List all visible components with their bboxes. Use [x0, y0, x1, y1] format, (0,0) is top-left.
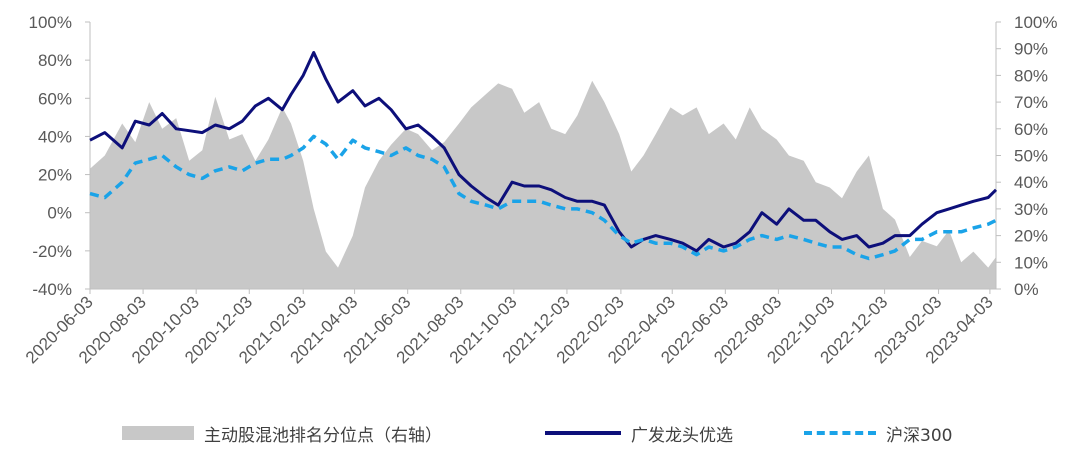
legend: 主动股混池排名分位点（右轴） 广发龙头优选 沪深300 — [0, 418, 1080, 448]
legend-item-csi300: 沪深300 — [804, 418, 952, 448]
left-tick-label: 20% — [38, 166, 72, 185]
right-tick-label: 20% — [1014, 227, 1048, 246]
legend-item-rank-percentile: 主动股混池排名分位点（右轴） — [122, 418, 442, 448]
right-tick-label: 30% — [1014, 200, 1048, 219]
series-line-csi300 — [89, 134, 997, 261]
left-tick-label: 100% — [29, 13, 72, 32]
legend-label: 沪深300 — [886, 425, 953, 446]
right-tick-label: 50% — [1014, 147, 1048, 166]
right-tick-label: 90% — [1014, 40, 1048, 59]
legend-swatch-line — [545, 431, 621, 435]
right-axis-ticks: 100% 90% 80% 70% 60% 50% 40% 30% 20% 10% 0% — [996, 13, 1057, 299]
legend-swatch-dashed — [804, 431, 876, 435]
line-layer — [89, 51, 998, 261]
right-tick-label: 10% — [1014, 253, 1048, 272]
right-tick-label: 80% — [1014, 66, 1048, 85]
left-tick-label: 0% — [47, 204, 72, 223]
left-axis-ticks: 100% 80% 60% 40% 20% 0% -20% -40% — [29, 13, 90, 299]
legend-swatch-area — [122, 426, 194, 440]
series-area-rank-percentile — [90, 80, 996, 289]
right-tick-label: 70% — [1014, 93, 1048, 112]
left-tick-label: -40% — [32, 280, 72, 299]
left-tick-label: 80% — [38, 51, 72, 70]
x-axis-ticks: 2020-06-032020-08-032020-10-032020-12-03… — [22, 289, 997, 367]
left-tick-label: 60% — [38, 89, 72, 108]
legend-item-fund: 广发龙头优选 — [545, 418, 733, 448]
legend-label: 主动股混池排名分位点（右轴） — [204, 425, 442, 446]
left-tick-label: 40% — [38, 127, 72, 146]
right-tick-label: 60% — [1014, 120, 1048, 139]
left-tick-label: -20% — [32, 242, 72, 261]
right-tick-label: 40% — [1014, 173, 1048, 192]
series-line-fund — [89, 51, 998, 253]
legend-label: 广发龙头优选 — [631, 425, 733, 446]
chart: 100% 80% 60% 40% 20% 0% -20% -40% 100% 90% 80% 70%… — [22, 13, 1058, 367]
area-layer — [90, 80, 996, 289]
right-tick-label: 0% — [1014, 280, 1039, 299]
right-tick-label: 100% — [1014, 13, 1057, 32]
